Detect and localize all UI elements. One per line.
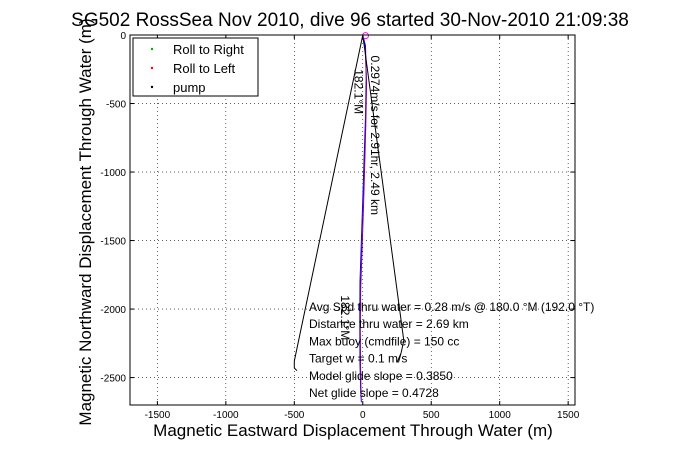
stats-line: Target w = 0.1 m/s bbox=[309, 352, 407, 366]
stats-line: Distance thru water = 2.69 km bbox=[309, 317, 469, 331]
series-line bbox=[293, 34, 364, 372]
y-tick-label: -500 bbox=[106, 100, 126, 111]
legend-marker bbox=[150, 47, 154, 51]
x-tick-label: -1000 bbox=[213, 410, 239, 421]
series-line bbox=[362, 34, 405, 363]
track-annotation: 0.2974m/s for 2.91hr, 2.49 km bbox=[368, 56, 382, 215]
x-tick-label: -1500 bbox=[145, 410, 171, 421]
x-tick-label: 1500 bbox=[557, 410, 580, 421]
legend-box bbox=[132, 37, 259, 97]
x-axis-label: Magnetic Eastward Displacement Through W… bbox=[153, 421, 553, 440]
axis-ticks: -1500 -1000 -500 0 500 1000 1500 0 -500 -1000 -150… bbox=[100, 31, 579, 421]
series-layer bbox=[293, 32, 405, 403]
y-axis-label: Magnetic Northward Displacement Through … bbox=[76, 18, 95, 425]
legend-marker bbox=[150, 85, 154, 89]
y-tick-label: -1000 bbox=[100, 168, 126, 179]
stats-line: Net glide slope = 0.4728 bbox=[309, 386, 439, 400]
legend-marker bbox=[150, 66, 154, 70]
track-annotation: 182.1°M bbox=[338, 295, 352, 340]
legend-label: pump bbox=[173, 80, 206, 95]
stats-line: Model glide slope = 0.3850 bbox=[309, 369, 453, 383]
x-tick-label: 1000 bbox=[489, 410, 512, 421]
legend-label: Roll to Right bbox=[173, 42, 244, 57]
chart-title: SG502 RossSea Nov 2010, dive 96 started … bbox=[71, 10, 629, 31]
y-tick-label: -2500 bbox=[100, 374, 126, 385]
stats-text-block: Avg Spd thru water = 0.28 m/s @ 180.0 °M… bbox=[309, 300, 594, 400]
stats-line: Max buoy (cmdfile) = 150 cc bbox=[309, 334, 459, 348]
series-line bbox=[359, 37, 368, 399]
stats-line: Avg Spd thru water = 0.28 m/s @ 180.0 °M… bbox=[309, 300, 594, 314]
x-tick-label: -500 bbox=[284, 410, 304, 421]
y-tick-label: -1500 bbox=[100, 237, 126, 248]
y-tick-label: -2000 bbox=[100, 305, 126, 316]
x-tick-label: 0 bbox=[360, 410, 366, 421]
y-tick-label: 0 bbox=[120, 31, 126, 42]
plot-frame bbox=[129, 34, 576, 406]
track-annotation: 182.1°M bbox=[352, 69, 366, 114]
x-tick-label: 500 bbox=[423, 410, 440, 421]
legend: Roll to Right Roll to Left pump bbox=[132, 37, 259, 97]
legend-label: Roll to Left bbox=[173, 61, 236, 76]
annotations: 182.1°M 0.2974m/s for 2.91hr, 2.49 km182.… bbox=[338, 56, 382, 341]
